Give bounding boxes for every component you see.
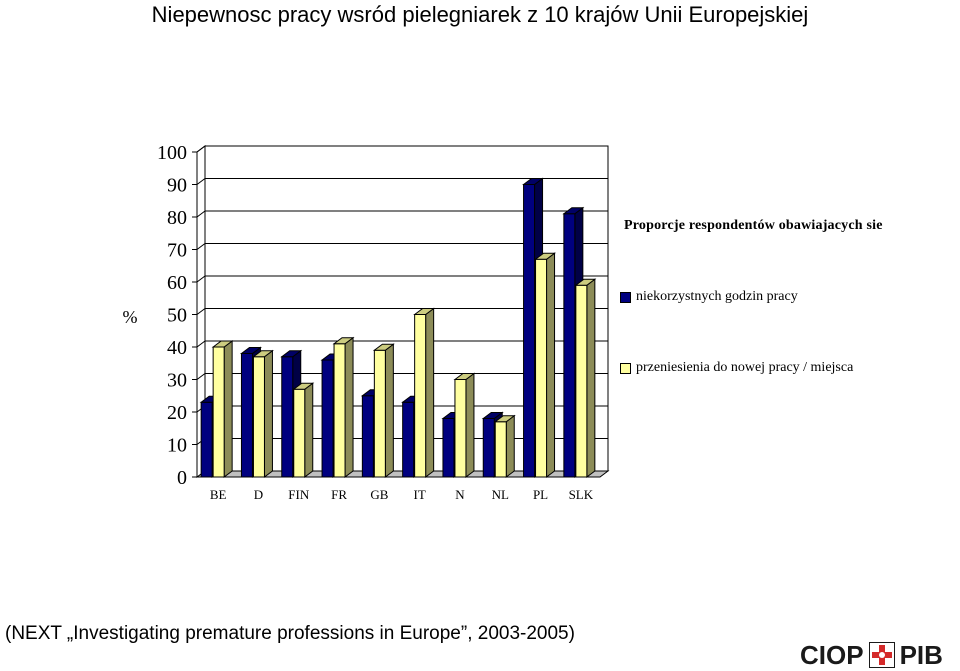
bar-FIN-s2 <box>293 388 306 478</box>
gridline-side <box>196 308 206 315</box>
bar-top-NL-s2 <box>493 415 516 423</box>
x-tick-label-IT: IT <box>414 487 426 502</box>
legend-swatch-series-2 <box>620 363 631 374</box>
bar-side-N-s2 <box>465 372 475 478</box>
gridline-side <box>196 275 206 283</box>
bar-FR-s2 <box>333 343 346 478</box>
bar-PL-s2 <box>535 258 548 478</box>
x-tick-label-FIN: FIN <box>288 487 310 502</box>
bar-top-PL-s1 <box>522 178 545 185</box>
bar-side-GB-s2 <box>384 343 394 478</box>
bar-top-N-s2 <box>453 373 476 380</box>
legend-item-series-1: niekorzystnych godzin pracy <box>620 289 798 305</box>
bar-side-FIN-s2 <box>304 382 314 478</box>
bar-SLK-s1 <box>563 213 576 478</box>
y-tick-label: 20 <box>167 402 187 424</box>
legend-title: Proporcje respondentów obawiajacych sie <box>624 218 883 233</box>
legend-item-series-2: przeniesienia do nowej pracy / miejsca <box>620 360 860 376</box>
y-tick-label: 60 <box>167 272 187 294</box>
gridline-side <box>196 340 206 348</box>
bar-top-D-s1 <box>239 347 262 354</box>
page-title: Niepewnosc pracy wsród pielegniarek z 10… <box>151 2 809 27</box>
x-tick-label-SLK: SLK <box>569 487 594 502</box>
logo-text-ciop: CIOP <box>800 640 864 670</box>
bar-NL-s1 <box>482 418 495 478</box>
safety-cross-logo-icon <box>868 642 895 668</box>
x-tick-label-NL: NL <box>492 487 509 502</box>
gridline-side <box>196 373 206 380</box>
y-tick-label: 10 <box>167 435 187 457</box>
x-tick-label-FR: FR <box>331 487 347 502</box>
bar-BE-s2 <box>212 346 225 478</box>
bar-top-SLK-s2 <box>574 278 597 286</box>
gridline-side <box>196 243 206 250</box>
bar-top-FR-s2 <box>332 337 355 345</box>
bar-side-D-s2 <box>263 349 273 478</box>
logo-text-pib: PIB <box>899 640 943 670</box>
y-tick-label: 0 <box>177 467 187 489</box>
bar-FR-s1 <box>321 359 334 478</box>
bar-NL-s2 <box>494 421 507 478</box>
bar-IT-s1 <box>402 401 415 478</box>
y-tick-label: 80 <box>167 207 187 229</box>
x-tick-label-GB: GB <box>370 487 388 502</box>
bar-PL-s1 <box>523 184 536 478</box>
y-tick-label: 100 <box>157 142 187 164</box>
bar-side-BE-s2 <box>223 340 233 478</box>
bar-N-s1 <box>442 418 455 478</box>
source-note: (NEXT „Investigating premature professio… <box>5 623 575 644</box>
bar-IT-s2 <box>414 314 427 478</box>
bar-side-IT-s2 <box>425 307 435 478</box>
gridline-side <box>196 210 206 218</box>
bar-top-FIN-s2 <box>292 382 315 390</box>
bar-N-s2 <box>454 379 467 478</box>
bar-top-SLK-s1 <box>562 207 585 215</box>
y-tick-label: 30 <box>167 370 187 392</box>
bar-side-SLK-s2 <box>586 278 596 478</box>
bar-chart: 0 10 20 30 40 50 60 70 80 90 100% BE D FIN FR GB IT N NL PL… <box>123 142 610 502</box>
bar-D-s1 <box>240 353 253 478</box>
x-tick-label-N: N <box>455 487 465 502</box>
gridline-side <box>196 178 206 185</box>
x-tick-label-PL: PL <box>533 487 548 502</box>
bar-top-D-s2 <box>251 350 274 358</box>
legend-swatch-series-1 <box>620 292 631 303</box>
bar-BE-s1 <box>200 401 213 478</box>
y-axis-label: % <box>123 307 138 327</box>
bar-top-BE-s2 <box>211 340 234 348</box>
y-tick-label: 70 <box>167 240 187 262</box>
bar-SLK-s2 <box>575 284 588 478</box>
ciop-pib-logo: CIOP PIB <box>800 641 958 669</box>
bar-top-GB-s2 <box>372 343 395 351</box>
legend-label-series-1: niekorzystnych godzin pracy <box>636 289 798 304</box>
bar-side-NL-s2 <box>505 414 515 478</box>
bar-top-IT-s2 <box>413 308 436 315</box>
bar-top-PL-s2 <box>534 252 557 260</box>
y-tick-label: 50 <box>167 305 187 327</box>
bar-GB-s1 <box>361 395 374 478</box>
x-tick-label-D: D <box>254 487 263 502</box>
y-tick-label: 40 <box>167 337 187 359</box>
legend-label-series-2: przeniesienia do nowej pracy / miejsca <box>636 360 854 375</box>
bar-side-PL-s2 <box>546 252 556 478</box>
y-tick-label: 90 <box>167 175 187 197</box>
bar-D-s2 <box>252 356 265 478</box>
x-tick-label-BE: BE <box>210 487 227 502</box>
bar-GB-s2 <box>373 349 386 478</box>
bar-side-FR-s2 <box>344 336 354 478</box>
bar-top-FIN-s1 <box>280 350 303 358</box>
gridline-side <box>196 145 206 153</box>
bar-top-NL-s1 <box>481 412 504 419</box>
bar-FIN-s1 <box>281 356 294 478</box>
